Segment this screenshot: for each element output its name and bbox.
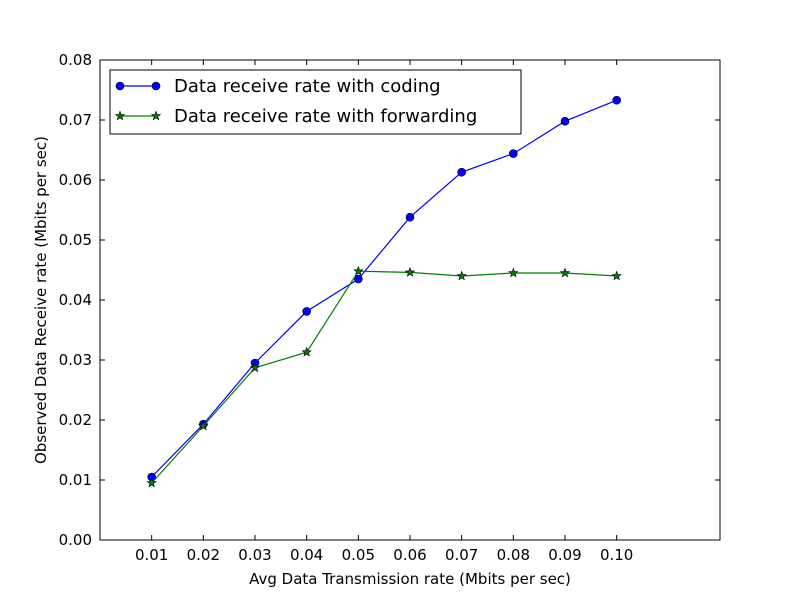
legend-point-0 (151, 81, 161, 91)
y-axis: 0.00 0.01 0.02 0.03 0.04 0.05 0.06 0.07 0.08 (59, 51, 720, 549)
x-tick-label: 0.03 (238, 546, 271, 564)
legend-marker-forwarding (114, 110, 162, 121)
data-point-0 (560, 116, 570, 126)
legend-point-1 (114, 110, 126, 121)
data-point-0 (302, 307, 311, 316)
data-point-0 (457, 167, 466, 177)
y-tick-label: 0.07 (59, 111, 92, 129)
plot-area (100, 60, 720, 540)
series-line-1 (151, 270, 617, 484)
data-point-0 (405, 212, 415, 222)
y-tick-label: 0.00 (59, 531, 92, 549)
data-point-1 (508, 267, 519, 278)
series-line-0 (151, 99, 617, 478)
y-tick-label: 0.05 (59, 231, 92, 249)
legend-label-forwarding: Data receive rate with forwarding (174, 106, 477, 127)
data-point-0 (612, 95, 621, 105)
y-tick-label: 0.03 (59, 351, 92, 369)
y-tick-label: 0.01 (59, 471, 92, 489)
data-point-1 (249, 362, 261, 373)
x-axis: 0.01 0.02 0.03 0.04 0.05 0.06 0.07 0.08 0.09 0.10 (135, 60, 633, 564)
data-point-0 (509, 149, 518, 158)
legend-point-0 (115, 81, 125, 91)
data-point-1 (353, 265, 364, 276)
data-point-1 (198, 420, 209, 431)
data-point-1 (611, 270, 622, 281)
series-layer (146, 95, 622, 488)
y-tick-label: 0.08 (59, 51, 92, 69)
x-tick-label: 0.07 (445, 546, 478, 564)
data-point-0 (354, 274, 363, 284)
x-tick-label: 0.02 (187, 546, 220, 564)
y-tick-label: 0.02 (59, 411, 92, 429)
data-point-1 (301, 346, 312, 357)
x-tick-label: 0.04 (290, 546, 323, 564)
data-point-1 (559, 267, 571, 278)
x-tick-label: 0.06 (393, 546, 426, 564)
legend: Data receive rate with coding Data recei… (109, 69, 522, 135)
data-point-1 (146, 477, 157, 488)
legend-point-1 (150, 110, 162, 121)
legend-marker-coding (115, 81, 161, 91)
legend-box (109, 69, 522, 135)
x-tick-label: 0.05 (342, 546, 375, 564)
legend-label-coding: Data receive rate with coding (174, 76, 441, 97)
x-tick-label: 0.09 (548, 546, 581, 564)
x-axis-label: Avg Data Transmission rate (Mbits per se… (249, 570, 571, 588)
data-point-1 (404, 266, 416, 277)
y-tick-label: 0.04 (59, 291, 92, 309)
y-tick-label: 0.06 (59, 171, 92, 189)
y-axis-label: Observed Data Receive rate (Mbits per se… (32, 136, 50, 464)
x-tick-label: 0.08 (497, 546, 530, 564)
x-tick-label: 0.01 (135, 546, 168, 564)
x-tick-label: 0.10 (600, 546, 633, 564)
data-point-1 (456, 270, 467, 281)
